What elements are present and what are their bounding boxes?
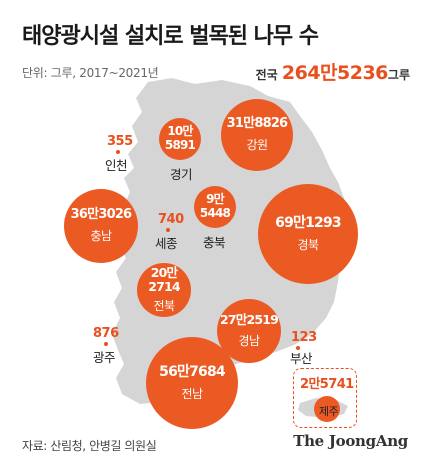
region-value-line1: 20만 <box>150 264 178 280</box>
busan-name: 부산 <box>290 351 313 366</box>
region-name: 충남 <box>90 229 112 244</box>
bubble-jeonnam: 56만7684 전남 <box>146 337 238 429</box>
brand-logo: The JoongAng <box>293 432 408 450</box>
region-value-line2: 2714 <box>148 279 180 294</box>
sejong-value: 740 <box>158 212 184 227</box>
jeju-value: 2만5741 <box>300 377 354 392</box>
total-value: 264만5236 <box>281 62 389 84</box>
region-name: 경북 <box>297 238 319 253</box>
region-value-line1: 9만 <box>206 192 225 207</box>
chungbuk-name: 충북 <box>203 235 226 250</box>
source-note: 자료: 산림청, 안병길 의원실 <box>22 439 157 453</box>
peninsula-shape <box>112 78 348 404</box>
gyeonggi-name: 경기 <box>170 167 193 182</box>
bubble-gangwon: 31만8826 강원 <box>221 99 293 171</box>
region-value-line2: 5891 <box>164 138 196 152</box>
region-name: 경남 <box>238 334 260 349</box>
region-value: 56만7684 <box>159 363 226 380</box>
bubble-gyeongnam: 27만2519 경남 <box>217 299 281 363</box>
incheon-name: 인천 <box>105 158 128 173</box>
total-suffix: 그루 <box>387 68 410 82</box>
jeju-callout-box <box>293 368 357 428</box>
region-value-line2: 5448 <box>199 206 231 220</box>
region-value: 27만2519 <box>219 311 279 327</box>
sejong-dot <box>166 228 170 232</box>
bubble-chungnam: 36만3026 충남 <box>64 189 138 263</box>
region-value-line1: 10만 <box>167 124 193 139</box>
sejong-name: 세종 <box>155 236 178 251</box>
incheon-value: 355 <box>107 134 133 149</box>
national-total: 전국 264만5236그루 <box>256 58 410 85</box>
region-value: 69만1293 <box>275 214 342 231</box>
gwangju-dot <box>104 342 108 346</box>
gwangju-value: 876 <box>93 326 119 341</box>
unit-note: 단위: 그루, 2017~2021년 <box>22 66 159 80</box>
busan-dot <box>296 346 300 350</box>
page-title: 태양광시설 설치로 벌목된 나무 수 <box>22 24 319 49</box>
total-label: 전국 <box>255 68 278 82</box>
region-value: 36만3026 <box>70 206 132 222</box>
region-name: 강원 <box>246 138 268 153</box>
bubble-jeonbuk: 20만 2714 전북 <box>137 263 191 317</box>
incheon-dot <box>116 150 120 154</box>
jeju-name: 제주 <box>319 405 339 418</box>
bubble-gyeonggi: 10만 5891 <box>159 118 201 160</box>
bubble-jeju <box>314 396 340 422</box>
busan-value: 123 <box>291 330 317 345</box>
region-name: 전북 <box>153 299 175 314</box>
region-name: 전남 <box>181 387 203 402</box>
region-value: 31만8826 <box>226 115 288 131</box>
bubble-chungbuk: 9만 5448 <box>194 186 236 228</box>
gwangju-name: 광주 <box>93 350 116 365</box>
bubble-gyeongbuk: 69만1293 경북 <box>258 184 358 284</box>
